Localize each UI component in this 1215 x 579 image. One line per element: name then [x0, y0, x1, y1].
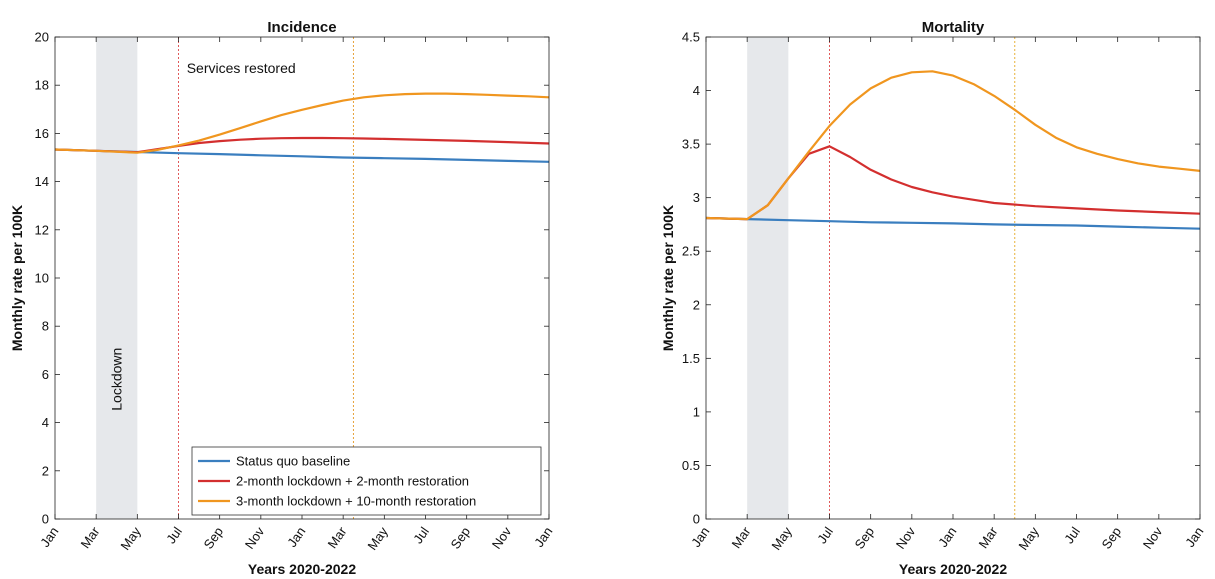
y-tick-label: 3.5: [682, 137, 700, 152]
y-tick-label: 2.5: [682, 244, 700, 259]
x-tick-label: Jan: [935, 524, 959, 550]
y-tick-label: 1: [693, 404, 700, 419]
mortality-chart: 0 0.5 1 1.5 2 2.5 3 3.5 4 4.5 Jan Mar May Jul Sep Nov Ja…: [660, 19, 1206, 577]
y-tick-label: 4: [42, 415, 49, 430]
y-tick-label: 4: [693, 83, 700, 98]
x-tick-label: Nov: [893, 524, 919, 552]
y-axis-label: Monthly rate per 100K: [660, 205, 676, 351]
x-tick-label: May: [364, 524, 391, 553]
y-tick-label: 0: [42, 512, 49, 527]
y-tick-label: 2: [693, 297, 700, 312]
x-tick-label: May: [768, 524, 795, 553]
lockdown-shade: [96, 37, 138, 519]
y-axis-label: Monthly rate per 100K: [9, 205, 25, 351]
x-tick-label: Jan: [688, 524, 712, 550]
x-tick-label: Jan: [284, 524, 308, 550]
chart-title: Mortality: [922, 19, 985, 36]
y-tick-label: 6: [42, 367, 49, 382]
x-tick-label: Sep: [201, 524, 227, 552]
legend-entry-1: Status quo baseline: [236, 454, 350, 469]
x-tick-label: Jul: [163, 524, 185, 546]
x-tick-label: Jan: [531, 524, 555, 550]
x-tick-label: Mar: [975, 524, 1001, 551]
lockdown-label: Lockdown: [109, 348, 125, 411]
x-tick-label: Nov: [489, 524, 515, 552]
x-axis-label: Years 2020-2022: [899, 561, 1007, 577]
x-tick-label: Jan: [1182, 524, 1206, 550]
y-tick-label: 20: [35, 30, 49, 45]
legend: Status quo baseline 2-month lockdown + 2-…: [191, 446, 542, 516]
y-tick-label: 2: [42, 463, 49, 478]
y-tick-label: 0: [693, 512, 700, 527]
x-tick-label: Nov: [1140, 524, 1166, 552]
y-tick-label: 14: [35, 174, 49, 189]
x-tick-label: May: [117, 524, 144, 553]
x-tick-label: Sep: [448, 524, 474, 552]
x-tick-label: Sep: [852, 524, 878, 552]
annotation-label: Services restored: [187, 60, 296, 76]
y-tick-label: 12: [35, 222, 49, 237]
x-tick-label: Jul: [1061, 524, 1083, 546]
y-tick-label: 4.5: [682, 30, 700, 45]
lockdown-shade: [747, 37, 789, 519]
legend-entry-3: 3-month lockdown + 10-month restoration: [236, 494, 476, 509]
y-tick-label: 0.5: [682, 458, 700, 473]
y-tick-label: 16: [35, 126, 49, 141]
x-tick-label: Jul: [814, 524, 836, 546]
x-tick-label: Mar: [728, 524, 754, 551]
series-line-3: [705, 70, 1201, 221]
incidence-chart: Lockdown Services restored 0 2 4 6 8 10 12 14 16 18…: [9, 19, 555, 577]
chart-title: Incidence: [267, 19, 336, 36]
y-tick-label: 8: [42, 319, 49, 334]
x-tick-label: Jul: [410, 524, 432, 546]
x-tick-label: May: [1015, 524, 1042, 553]
y-tick-label: 3: [693, 190, 700, 205]
legend-box: [191, 446, 542, 516]
x-tick-label: Mar: [77, 524, 103, 551]
x-tick-label: Sep: [1099, 524, 1125, 552]
x-tick-label: Jan: [37, 524, 61, 550]
y-tick-label: 10: [35, 271, 49, 286]
x-axis-label: Years 2020-2022: [248, 561, 356, 577]
series-line-3: [54, 92, 550, 154]
legend-entry-2: 2-month lockdown + 2-month restoration: [236, 474, 469, 489]
x-tick-label: Mar: [324, 524, 350, 551]
y-tick-label: 18: [35, 78, 49, 93]
y-tick-label: 1.5: [682, 351, 700, 366]
series-line-1: [705, 216, 1201, 230]
x-tick-label: Nov: [242, 524, 268, 552]
